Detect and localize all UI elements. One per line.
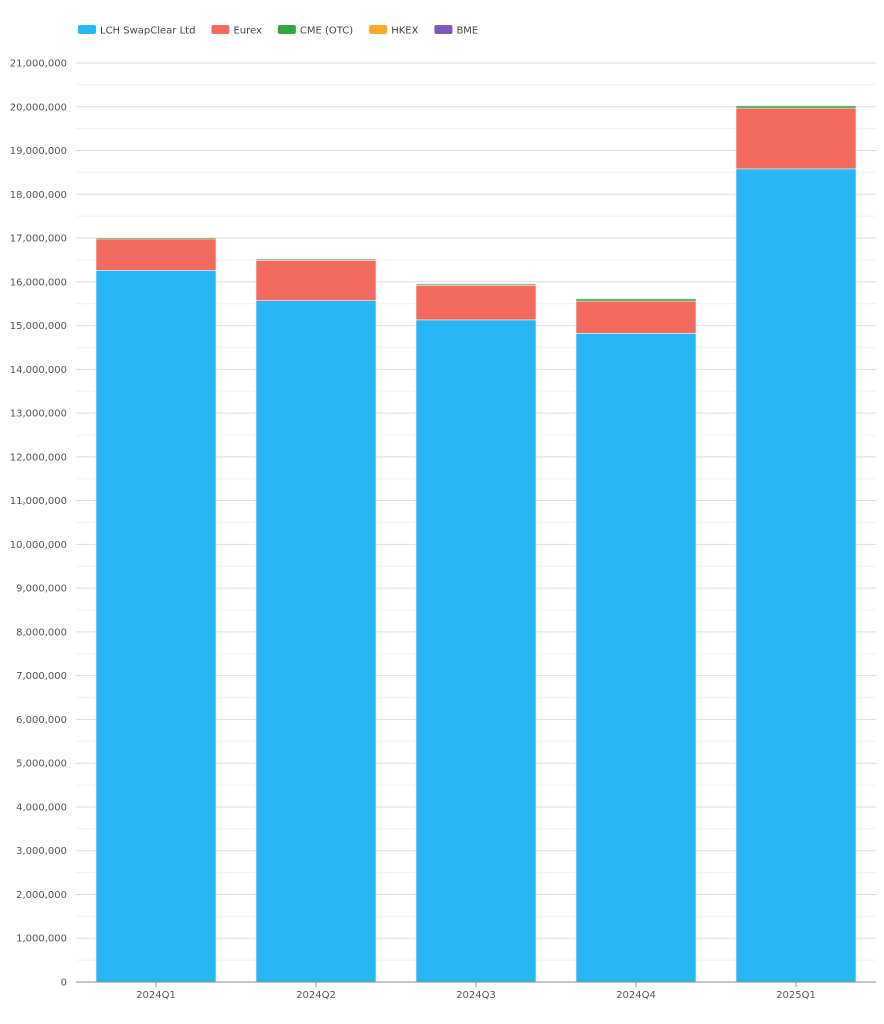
y-tick-label: 18,000,000 bbox=[10, 190, 67, 201]
y-tick-label: 1,000,000 bbox=[16, 934, 67, 945]
legend-item[interactable]: LCH SwapClear Ltd bbox=[78, 25, 195, 37]
legend-label: LCH SwapClear Ltd bbox=[100, 26, 195, 37]
y-tick-label: 19,000,000 bbox=[10, 146, 67, 157]
y-tick-label: 3,000,000 bbox=[16, 846, 67, 857]
bar-segment[interactable] bbox=[415, 282, 537, 285]
legend-swatch bbox=[211, 25, 230, 34]
legend-swatch bbox=[369, 25, 388, 34]
bar-segment[interactable] bbox=[735, 104, 857, 106]
bar-segment[interactable] bbox=[575, 298, 697, 302]
bar-segment[interactable] bbox=[575, 297, 697, 299]
y-tick-label: 2,000,000 bbox=[16, 890, 67, 901]
legend-swatch bbox=[78, 25, 96, 34]
y-tick-label: 16,000,000 bbox=[10, 277, 67, 288]
y-tick-label: 5,000,000 bbox=[16, 759, 67, 770]
y-tick-label: 14,000,000 bbox=[10, 365, 67, 376]
legend-label: Eurex bbox=[233, 26, 262, 37]
y-tick-label: 15,000,000 bbox=[10, 321, 67, 332]
y-tick-label: 10,000,000 bbox=[10, 540, 67, 551]
bar-segment[interactable] bbox=[255, 260, 377, 301]
bar-segment[interactable] bbox=[415, 319, 537, 983]
bar-segment[interactable] bbox=[575, 333, 697, 983]
y-tick-label: 4,000,000 bbox=[16, 802, 67, 813]
y-tick-label: 21,000,000 bbox=[10, 59, 67, 70]
x-tick-label: 2024Q3 bbox=[456, 990, 496, 1001]
y-tick-label: 0 bbox=[61, 978, 67, 989]
y-tick-label: 9,000,000 bbox=[16, 584, 67, 595]
y-tick-label: 12,000,000 bbox=[10, 452, 67, 463]
x-tick-label: 2024Q2 bbox=[296, 990, 336, 1001]
y-tick-label: 7,000,000 bbox=[16, 671, 67, 682]
y-tick-label: 13,000,000 bbox=[10, 409, 67, 420]
legend-label: HKEX bbox=[391, 26, 418, 37]
bar-segment[interactable] bbox=[415, 285, 537, 321]
bar-segment[interactable] bbox=[95, 238, 217, 271]
y-tick-label: 20,000,000 bbox=[10, 102, 67, 113]
legend-label: CME (OTC) bbox=[300, 26, 353, 37]
legend-item[interactable]: Eurex bbox=[211, 25, 262, 37]
y-tick-label: 17,000,000 bbox=[10, 234, 67, 245]
bar-segment[interactable] bbox=[95, 270, 217, 983]
y-tick-label: 8,000,000 bbox=[16, 627, 67, 638]
legend-item[interactable]: HKEX bbox=[369, 25, 419, 37]
y-tick-label: 6,000,000 bbox=[16, 715, 67, 726]
x-tick-label: 2024Q4 bbox=[616, 990, 656, 1001]
legend-label: BME bbox=[456, 26, 478, 37]
bar-segment[interactable] bbox=[255, 300, 377, 983]
legend-swatch bbox=[434, 25, 453, 34]
bar-segment[interactable] bbox=[735, 107, 857, 170]
y-tick-label: 11,000,000 bbox=[10, 496, 67, 507]
bars bbox=[95, 104, 857, 983]
axes: 0 1,000,000 2,000,000 3,000,000 4,000,000 5,0… bbox=[10, 59, 876, 1001]
bar-segment[interactable] bbox=[735, 105, 857, 109]
x-tick-label: 2025Q1 bbox=[776, 990, 816, 1001]
legend-item[interactable]: BME bbox=[434, 25, 478, 37]
bar-segment[interactable] bbox=[255, 257, 377, 260]
legend-item[interactable]: CME (OTC) bbox=[277, 25, 353, 37]
bar-segment[interactable] bbox=[575, 300, 697, 334]
legend-swatch bbox=[277, 25, 296, 34]
bar-segment[interactable] bbox=[95, 236, 217, 238]
bar-segment[interactable] bbox=[735, 168, 857, 983]
legend: LCH SwapClear Ltd Eurex CME (OTC) HKEX BME bbox=[78, 25, 478, 37]
x-tick-label: 2024Q1 bbox=[136, 990, 176, 1001]
